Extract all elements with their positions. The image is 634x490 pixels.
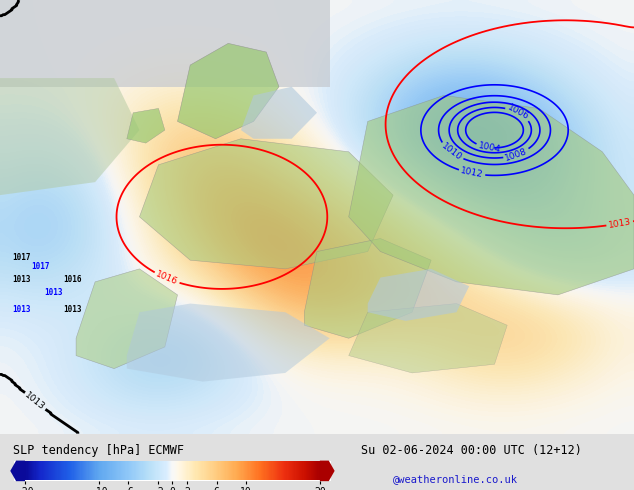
Polygon shape <box>127 304 330 382</box>
Text: 1013: 1013 <box>44 288 63 297</box>
Polygon shape <box>368 269 469 321</box>
FancyArrow shape <box>320 461 335 481</box>
Text: 1017: 1017 <box>13 253 31 262</box>
Text: 1016: 1016 <box>63 275 82 284</box>
Text: 1013: 1013 <box>63 305 82 314</box>
Polygon shape <box>76 269 178 368</box>
Text: 1008: 1008 <box>504 147 529 163</box>
Polygon shape <box>178 44 279 139</box>
FancyArrow shape <box>10 461 25 481</box>
Text: SLP tendency [hPa] ECMWF: SLP tendency [hPa] ECMWF <box>13 444 184 457</box>
Text: 1010: 1010 <box>440 142 463 163</box>
Text: 1004: 1004 <box>477 141 501 154</box>
Polygon shape <box>0 78 139 195</box>
Polygon shape <box>127 108 165 143</box>
Text: 1013: 1013 <box>607 217 632 230</box>
Text: 1006: 1006 <box>506 103 530 122</box>
Text: 1013: 1013 <box>13 275 31 284</box>
Polygon shape <box>241 87 317 139</box>
Text: 1013: 1013 <box>23 391 47 412</box>
Polygon shape <box>349 96 634 295</box>
Text: 1012: 1012 <box>460 167 484 180</box>
Text: Su 02-06-2024 00:00 UTC (12+12): Su 02-06-2024 00:00 UTC (12+12) <box>361 444 582 457</box>
Polygon shape <box>349 304 507 373</box>
Text: 1017: 1017 <box>32 262 50 271</box>
Text: 1016: 1016 <box>155 270 179 287</box>
Polygon shape <box>304 239 431 338</box>
Text: 1013: 1013 <box>13 305 31 314</box>
Text: @weatheronline.co.uk: @weatheronline.co.uk <box>393 474 518 484</box>
Polygon shape <box>139 139 393 269</box>
Bar <box>0 0 330 87</box>
